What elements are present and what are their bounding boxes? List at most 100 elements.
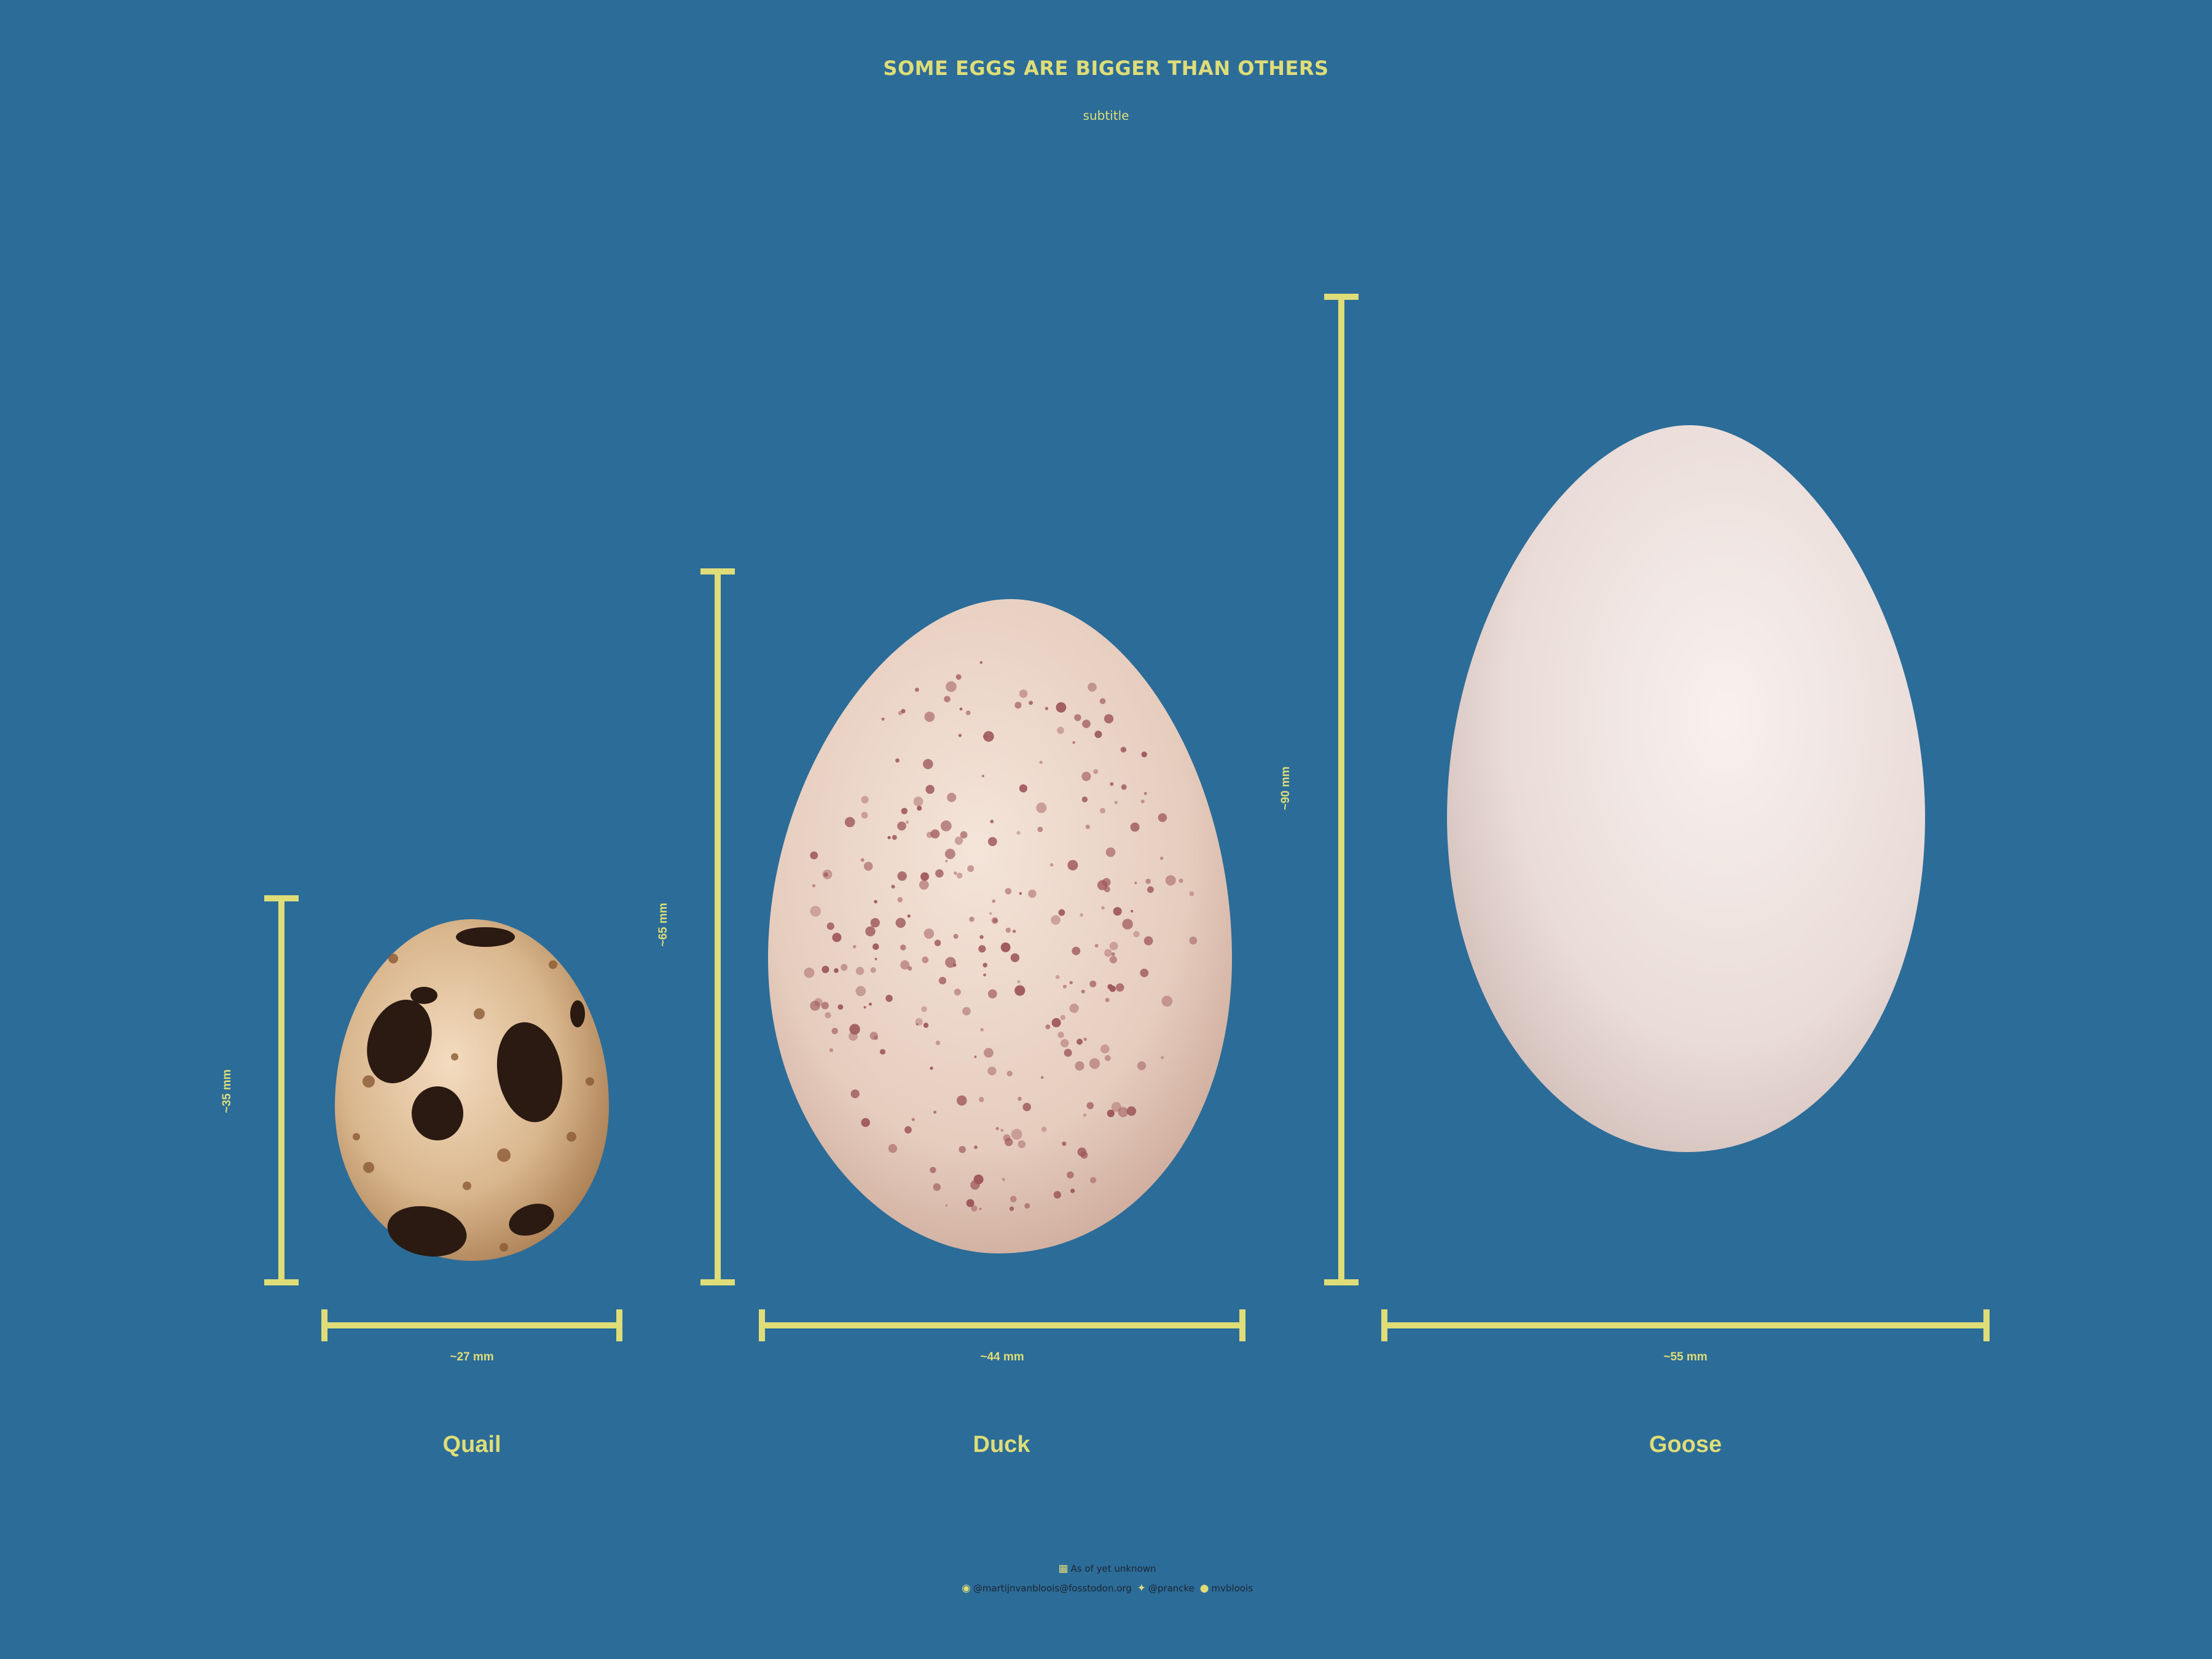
duck-speckle — [1045, 707, 1049, 710]
duck-speckle — [991, 917, 998, 924]
duck-speckle — [892, 834, 897, 840]
duck-speckle — [1081, 989, 1085, 994]
duck-speckle — [983, 731, 994, 742]
duck-speckle — [962, 1006, 971, 1016]
duck-speckle — [825, 1012, 831, 1019]
duck-speckle — [1090, 1177, 1097, 1183]
duck-speckle — [1118, 1107, 1129, 1118]
page-title: SOME EGGS ARE BIGGER THAN OTHERS — [883, 57, 1329, 80]
duck-speckle — [979, 935, 984, 939]
duck-speckle — [1011, 1129, 1022, 1140]
duck-speckle — [1105, 997, 1110, 1003]
duck-speckle — [1055, 975, 1060, 979]
twitter-icon: ✦ — [1137, 1582, 1146, 1594]
duck-speckle — [924, 712, 935, 722]
duck-speckle — [861, 1118, 870, 1128]
duck-speckle — [1039, 761, 1043, 764]
duck-speckle — [958, 734, 962, 737]
duck-speckle — [844, 817, 855, 828]
duck-speckle — [947, 793, 957, 802]
duck-speckle — [1022, 1102, 1031, 1112]
duck-speckle — [821, 1002, 829, 1010]
twitter-handle[interactable]: @prancke — [1148, 1583, 1194, 1594]
duck-speckle — [960, 831, 968, 839]
duck-speckle — [1057, 726, 1064, 734]
duck-speckle — [1104, 714, 1114, 724]
duck-speckle — [812, 884, 816, 888]
footer-credits: ◉ @martijnvanbloois@fosstodon.org ✦ @pranc… — [0, 1582, 2212, 1594]
quail-height-label: ~35 mm — [221, 1069, 233, 1113]
duck-speckle — [908, 966, 912, 971]
duck-speckle — [1105, 1055, 1111, 1061]
goose-height-label: ~90 mm — [1279, 766, 1292, 810]
duck-speckle — [1101, 906, 1105, 910]
duck-speckle — [915, 1018, 923, 1026]
github-handle[interactable]: mvbloois — [1211, 1583, 1253, 1594]
duck-speckle — [1062, 1141, 1067, 1146]
duck-speckle — [888, 1143, 898, 1153]
duck-speckle — [1143, 936, 1153, 946]
duck-speckle — [1130, 822, 1140, 832]
duck-speckle — [974, 1056, 977, 1058]
duck-speckle — [954, 989, 961, 996]
duck-speckle — [901, 807, 908, 815]
duck-speckle — [1018, 1140, 1026, 1148]
duck-speckle — [869, 1032, 878, 1040]
duck-speckle — [944, 696, 951, 703]
duck-speckle — [1012, 930, 1016, 933]
duck-speckle — [1053, 1191, 1061, 1199]
duck-speckle — [834, 968, 839, 973]
duck-speckle — [1064, 1048, 1072, 1057]
duck-speckle — [849, 1024, 860, 1035]
duck-speckle — [898, 711, 903, 715]
duck-speckle — [967, 865, 975, 873]
quail-name: Quail — [442, 1432, 501, 1457]
duck-speckle — [979, 1097, 984, 1102]
duck-speckle — [810, 851, 818, 860]
duck-speckle — [881, 717, 885, 721]
duck-speckle — [1102, 878, 1111, 887]
duck-speckle — [1049, 863, 1054, 867]
duck-speckle — [810, 906, 821, 917]
duck-speckle — [814, 998, 823, 1006]
duck-height-marker — [700, 568, 735, 1285]
duck-speckle — [852, 944, 857, 949]
duck-speckle — [1017, 980, 1021, 984]
mastodon-icon: ◉ — [961, 1582, 971, 1594]
duck-speckle — [981, 774, 985, 778]
duck-speckle — [1029, 700, 1033, 705]
duck-height-label: ~65 mm — [657, 903, 670, 947]
duck-speckle — [1111, 1102, 1121, 1112]
duck-speckle — [935, 869, 944, 878]
duck-speckle — [1070, 1188, 1075, 1193]
duck-speckle — [982, 962, 987, 968]
duck-speckle — [1041, 1076, 1044, 1079]
duck-speckle — [954, 836, 963, 845]
duck-speckle — [861, 812, 868, 819]
duck-speckle — [911, 1118, 915, 1121]
duck-speckle — [1041, 1126, 1047, 1132]
duck-speckle — [970, 1180, 980, 1190]
duck-speckle — [995, 1127, 999, 1131]
duck-width-marker — [759, 1309, 1245, 1341]
duck-speckle — [1109, 941, 1118, 951]
duck-speckle — [1089, 1058, 1100, 1069]
duck-speckle — [946, 681, 957, 692]
duck-speckle — [1145, 879, 1151, 884]
duck-speckle — [1189, 891, 1194, 896]
duck-speckle — [959, 707, 963, 711]
duck-speckle — [919, 880, 929, 890]
duck-speckle — [1121, 784, 1127, 790]
duck-speckle — [952, 963, 957, 967]
duck-speckle — [887, 836, 891, 839]
mastodon-handle[interactable]: @martijnvanbloois@fosstodon.org — [973, 1583, 1132, 1594]
duck-speckle — [1081, 772, 1091, 782]
duck-speckle — [1126, 1106, 1137, 1116]
duck-speckle — [870, 918, 880, 928]
duck-speckle — [1094, 944, 1099, 948]
duck-speckle — [1109, 955, 1117, 963]
duck-speckle — [953, 933, 959, 939]
duck-speckle — [822, 965, 830, 973]
duck-speckle — [1104, 949, 1112, 957]
duck-speckle — [1159, 857, 1164, 860]
